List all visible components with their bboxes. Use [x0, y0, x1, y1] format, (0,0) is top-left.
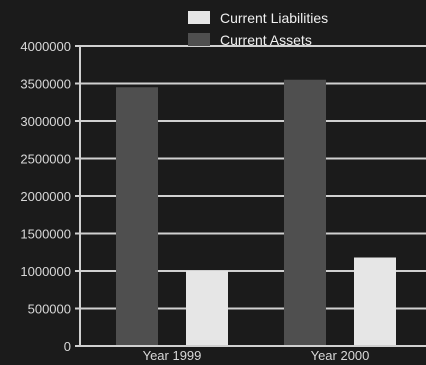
bar-current-assets-1 [284, 79, 326, 346]
x-category-labels: Year 1999 Year 2000 [143, 348, 370, 363]
legend-label: Current Assets [220, 32, 312, 48]
legend-swatch [188, 33, 210, 46]
y-tick-label: 500000 [28, 302, 71, 317]
x-category-label: Year 2000 [311, 348, 370, 363]
bar-current-assets-0 [116, 87, 158, 346]
y-tick-label: 3500000 [20, 77, 71, 92]
bars [116, 79, 396, 346]
y-tick-label: 4000000 [20, 39, 71, 54]
y-tick-label: 1500000 [20, 227, 71, 242]
y-tick-labels: 0 500000 1000000 1500000 2000000 2500000 30000… [20, 39, 71, 354]
legend: Current Liabilities Current Assets [188, 10, 328, 48]
y-tick-label: 2500000 [20, 152, 71, 167]
y-tick-label: 0 [64, 339, 71, 354]
y-tick-label: 2000000 [20, 189, 71, 204]
legend-label: Current Liabilities [220, 10, 328, 26]
bar-current-liabilities-0 [186, 271, 228, 346]
x-category-label: Year 1999 [143, 348, 202, 363]
bar-current-liabilities-1 [354, 257, 396, 346]
legend-swatch [188, 11, 210, 24]
y-tick-label: 3000000 [20, 114, 71, 129]
axes [75, 45, 426, 347]
y-tick-label: 1000000 [20, 264, 71, 279]
